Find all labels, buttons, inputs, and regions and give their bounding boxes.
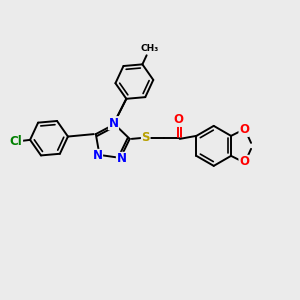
Text: N: N — [116, 152, 127, 165]
Text: N: N — [109, 117, 118, 130]
Text: N: N — [92, 149, 103, 162]
Text: O: O — [174, 113, 184, 126]
Text: Cl: Cl — [10, 135, 22, 148]
Text: O: O — [239, 123, 249, 136]
Text: CH₃: CH₃ — [140, 44, 159, 53]
Text: O: O — [239, 155, 249, 168]
Text: S: S — [142, 131, 150, 144]
